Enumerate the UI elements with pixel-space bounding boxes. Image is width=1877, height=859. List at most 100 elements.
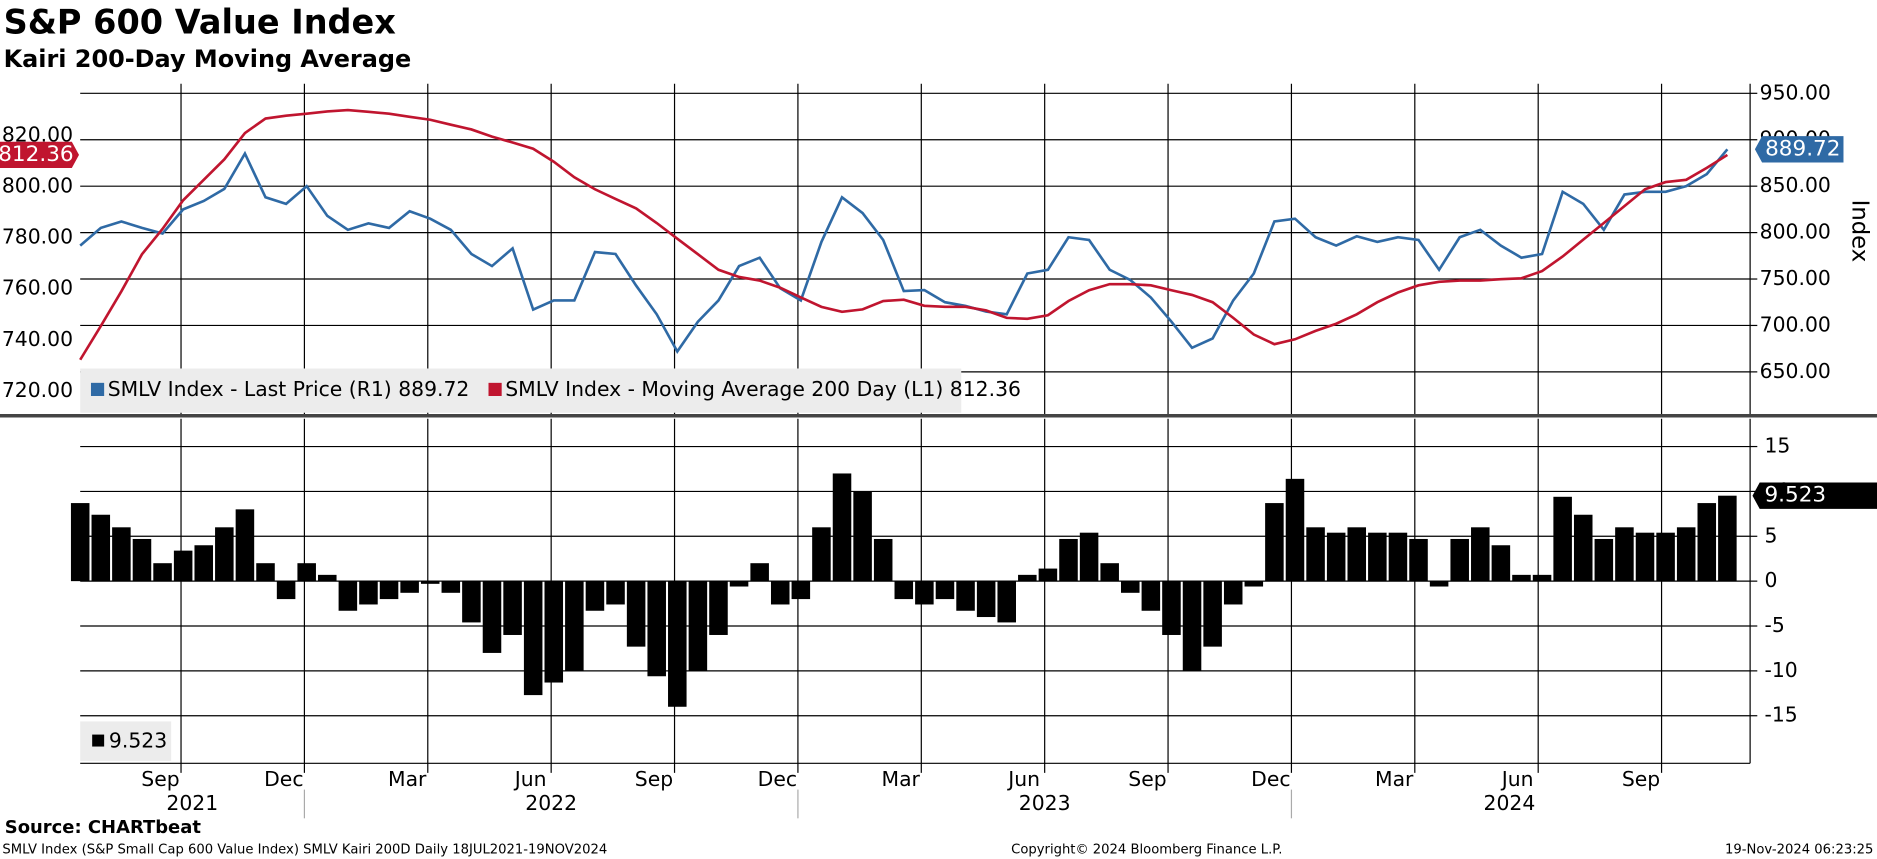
legend-swatch bbox=[92, 734, 105, 747]
bar bbox=[359, 581, 378, 605]
bar bbox=[853, 491, 872, 582]
y2-axis-label: Index bbox=[1847, 200, 1873, 263]
y-tick-label: -10 bbox=[1764, 658, 1797, 682]
bar bbox=[338, 581, 358, 611]
bar bbox=[1100, 563, 1119, 582]
y-tick-label: 780.00 bbox=[2, 225, 73, 249]
x-tick-label: Sep bbox=[1128, 767, 1166, 791]
x-tick-label: Dec bbox=[1251, 767, 1290, 791]
x-tick-label: Sep bbox=[635, 767, 673, 791]
y2-tick-label: 950.00 bbox=[1760, 80, 1831, 104]
legend-entry: SMLV Index - Last Price (R1) 889.72 bbox=[108, 377, 470, 401]
bar bbox=[1594, 538, 1614, 582]
bar bbox=[1635, 532, 1655, 582]
bar bbox=[1326, 532, 1346, 582]
y2-tick-label: 800.00 bbox=[1760, 220, 1831, 244]
bar bbox=[729, 581, 749, 587]
bar bbox=[1265, 503, 1284, 582]
legend-box bbox=[80, 368, 962, 413]
bar bbox=[297, 563, 316, 582]
bar bbox=[1285, 478, 1305, 582]
x-tick-label: Dec bbox=[758, 767, 797, 791]
legend-name: SMLV Index - Last Price (R1) bbox=[108, 377, 392, 401]
source: Source: CHARTbeat bbox=[5, 817, 202, 838]
x-tick-label: Mar bbox=[882, 767, 921, 791]
series-line bbox=[79, 148, 1729, 354]
bar bbox=[1079, 532, 1099, 582]
bar bbox=[318, 574, 337, 582]
legend-swatch bbox=[90, 382, 105, 397]
bar bbox=[1347, 527, 1367, 582]
y2-tick-label: 850.00 bbox=[1760, 173, 1831, 197]
bar bbox=[1573, 514, 1593, 582]
bar bbox=[1409, 538, 1428, 582]
x-year-label: 2021 bbox=[166, 791, 218, 815]
bar bbox=[523, 581, 543, 696]
bar bbox=[1038, 568, 1058, 582]
legend-value: 889.72 bbox=[398, 377, 469, 401]
bar bbox=[420, 581, 440, 584]
x-tick-label: Dec bbox=[264, 767, 303, 791]
x-tick-label: Mar bbox=[1375, 767, 1414, 791]
bar bbox=[503, 581, 522, 635]
bar bbox=[482, 581, 502, 653]
bar bbox=[379, 581, 399, 600]
bar bbox=[894, 581, 914, 600]
footer-right: 19-Nov-2024 06:23:25 bbox=[1725, 842, 1873, 857]
y2-tick-label: 700.00 bbox=[1760, 312, 1831, 336]
y-tick-label: 740.00 bbox=[2, 327, 73, 351]
bar bbox=[1512, 574, 1531, 582]
last-value-label: 9.523 bbox=[1764, 483, 1826, 508]
bar bbox=[1141, 581, 1161, 611]
x-tick-label: Jun bbox=[1006, 767, 1040, 791]
bar bbox=[91, 514, 111, 582]
footer-center: Copyright© 2024 Bloomberg Finance L.P. bbox=[1011, 842, 1282, 857]
bar bbox=[791, 581, 811, 600]
bar bbox=[873, 538, 893, 582]
series-line bbox=[79, 108, 1729, 361]
last-value-box bbox=[1754, 136, 1844, 163]
bar bbox=[976, 581, 996, 618]
bar bbox=[1182, 581, 1202, 671]
bar bbox=[70, 503, 90, 582]
bar bbox=[462, 581, 481, 623]
last-value-label: 812.36 bbox=[0, 142, 74, 167]
bar bbox=[626, 581, 646, 647]
chart-subtitle: Kairi 200-Day Moving Average bbox=[4, 45, 412, 73]
x-year-label: 2022 bbox=[525, 791, 577, 815]
bar bbox=[1697, 503, 1717, 582]
x-year-label: 2024 bbox=[1484, 791, 1536, 815]
bar bbox=[256, 563, 275, 582]
bar bbox=[1203, 581, 1222, 647]
bar bbox=[1162, 581, 1181, 635]
bar bbox=[235, 509, 255, 582]
bar bbox=[1368, 532, 1387, 582]
bar bbox=[132, 538, 152, 582]
x-tick-label: Mar bbox=[388, 767, 427, 791]
bar bbox=[915, 581, 934, 605]
bar bbox=[400, 581, 419, 593]
bar bbox=[1059, 538, 1078, 582]
y-tick-label: 820.00 bbox=[2, 122, 73, 146]
last-value-label: 889.72 bbox=[1765, 136, 1840, 161]
bar bbox=[1121, 581, 1140, 593]
bar bbox=[688, 581, 708, 671]
bar bbox=[1676, 527, 1696, 582]
bar bbox=[1244, 581, 1264, 587]
bar bbox=[935, 581, 955, 600]
y-tick-label: 0 bbox=[1764, 568, 1777, 592]
bar bbox=[750, 563, 769, 582]
y-tick-label: 800.00 bbox=[2, 173, 73, 197]
bar bbox=[1429, 581, 1449, 587]
bar bbox=[709, 581, 728, 635]
y-tick-label: 760.00 bbox=[2, 276, 73, 300]
bar bbox=[1615, 527, 1634, 582]
last-value-box bbox=[0, 141, 80, 169]
bar bbox=[1553, 496, 1572, 582]
legend-swatch bbox=[488, 382, 502, 397]
bar bbox=[1532, 574, 1552, 582]
last-value-box bbox=[1752, 482, 1877, 509]
